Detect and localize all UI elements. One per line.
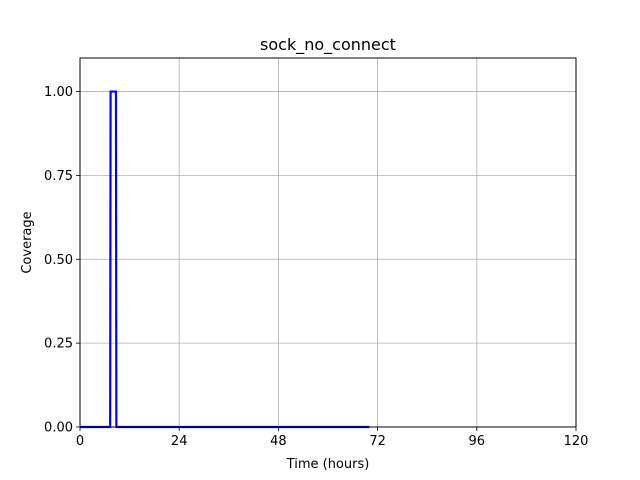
y-axis-ticks: 0.00 0.25 0.50 0.75 1.00 xyxy=(44,85,80,436)
y-axis-label: Coverage xyxy=(20,211,35,273)
x-tick-label: 96 xyxy=(469,434,486,449)
plot-frame xyxy=(79,57,577,428)
x-axis-ticks: 0 24 48 72 96 120 xyxy=(76,427,589,449)
y-tick-label: 0.75 xyxy=(44,169,73,184)
chart-title: sock_no_connect xyxy=(260,35,396,55)
y-tick-label: 0.00 xyxy=(44,421,73,436)
x-tick-label: 120 xyxy=(564,434,589,449)
x-tick-label: 72 xyxy=(369,434,386,449)
x-tick-label: 24 xyxy=(171,434,188,449)
y-tick-label: 0.25 xyxy=(44,337,73,352)
x-tick-label: 48 xyxy=(270,434,287,449)
x-axis-label: Time (hours) xyxy=(286,457,370,472)
y-tick-label: 0.50 xyxy=(44,253,73,268)
y-tick-label: 1.00 xyxy=(44,85,73,100)
x-tick-label: 0 xyxy=(76,434,84,449)
